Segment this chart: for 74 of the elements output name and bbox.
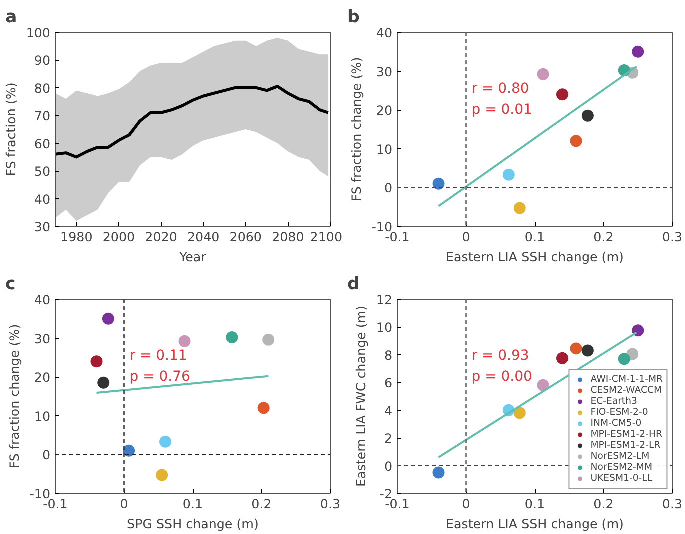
x-tick-label: 0.2 [252,496,272,512]
legend-label: NorESM2-LM [590,451,650,462]
y-tick-label: 100 [26,26,51,40]
y-tick-label: 12 [376,292,393,308]
x-axis-title: Eastern LIA SSH change (m) [446,250,624,264]
legend-label: FIO-ESM-2-0 [590,407,648,418]
y-tick-label: 40 [376,26,393,40]
y-tick-label: 90 [34,53,51,68]
y-tick-label: 20 [34,370,51,386]
y-axis-title: Eastern LIA FWC change (m) [353,306,368,488]
y-tick-label: 80 [34,80,51,96]
annotation: r = 0.11 [130,348,188,364]
x-tick-label: 0.3 [662,496,683,512]
annotation: p = 0.76 [130,369,191,386]
annotation: r = 0.93 [472,348,530,364]
y-tick-label: -10 [372,220,392,234]
y-axis-title: FS fraction (%) [3,82,18,176]
x-tick-label: 0.1 [524,496,546,512]
x-tick-label: 0.3 [320,496,341,512]
legend-label: UKESM1-0-LL [590,473,653,484]
y-tick-label: 8 [384,348,393,363]
x-tick-label: 0.1 [182,496,204,512]
chart-title: a [6,8,18,28]
legend-label: CESM2-WACCM [590,385,662,396]
x-tick-label: 0 [462,230,470,244]
y-tick-label: 30 [376,64,393,80]
x-tick-label: 2080 [272,230,304,244]
x-tick-label: 0.1 [524,230,546,244]
y-tick-label: 10 [34,408,51,424]
chart-title: b [348,8,360,28]
chart-title: c [6,274,16,294]
y-tick-label: -10 [30,486,50,502]
y-axis-title: FS fraction change (%) [348,57,364,202]
x-tick-label: 2000 [102,230,136,244]
x-tick-label: 0 [462,496,470,512]
x-tick-label: 2040 [187,230,220,244]
legend-label: INM-CM5-0 [590,418,642,429]
legend-label: NorESM2-MM [590,462,652,473]
y-tick-label: 40 [34,292,51,308]
x-tick-label: 0.2 [594,230,614,244]
x-tick-label: 2060 [230,230,262,244]
legend-label: MPI-ESM1-2-LR [590,440,661,451]
annotation: p = 0.01 [472,102,532,118]
annotation: p = 0.00 [472,369,532,386]
x-tick-label: 2020 [145,230,178,244]
x-tick-label: 0 [120,496,128,512]
legend-label: EC-Earth3 [590,396,638,407]
y-tick-label: 50 [34,164,51,180]
legend-label: AWI-CM-1-1-MR [590,374,663,385]
x-axis-title: SPG SSH change (m) [127,516,259,532]
chart-title: d [348,274,360,294]
y-tick-label: 40 [34,192,51,207]
y-tick-label: 20 [376,103,393,118]
y-tick-label: 10 [376,320,393,336]
x-axis-title: Year [178,250,208,264]
y-tick-label: 0 [384,458,393,474]
y-tick-label: 0 [42,448,51,463]
x-tick-label: 0.3 [662,230,683,244]
x-axis-title: Eastern LIA SSH change (m) [446,516,624,532]
y-tick-label: 2 [384,431,393,446]
y-tick-label: 0 [384,180,393,196]
annotation: r = 0.80 [472,80,530,97]
y-tick-label: 60 [34,136,51,152]
legend-label: MPI-ESM1-2-HR [590,429,662,440]
x-tick-label: 0.2 [594,496,614,512]
y-tick-label: 10 [376,142,393,157]
x-tick-label: 2100 [310,230,343,244]
y-tick-label: 30 [34,220,51,234]
y-axis-title: FS fraction change (%) [6,324,22,469]
y-tick-label: 4 [384,403,393,418]
x-tick-label: 1980 [60,230,93,244]
y-tick-label: 6 [384,376,393,391]
y-tick-label: 70 [34,108,51,124]
y-tick-label: 30 [34,331,51,346]
